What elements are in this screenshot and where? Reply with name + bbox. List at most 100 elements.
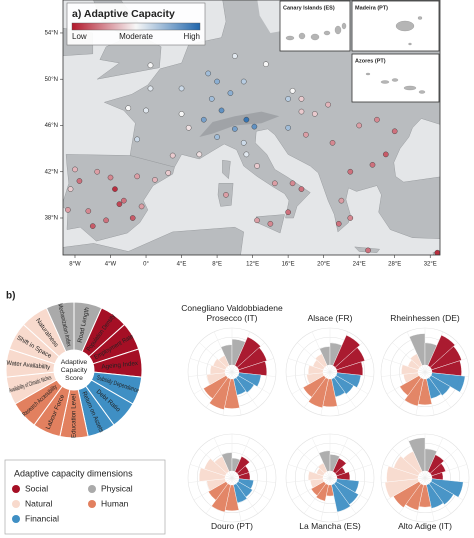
site-point: [232, 53, 238, 59]
site-point: [185, 124, 192, 131]
x-tick-label: 28°E: [388, 262, 401, 268]
x-tick-label: 8°E: [212, 262, 222, 268]
site-point: [285, 96, 291, 102]
legend-marker: [88, 500, 96, 508]
site-point: [347, 215, 354, 221]
legend-label: Natural: [25, 498, 53, 508]
site-point: [125, 105, 132, 111]
land: [222, 159, 231, 180]
colorbar-label: High: [184, 32, 200, 41]
site-point: [116, 201, 123, 207]
insets: Canary Islands (ES) Madeira (PT) Azores …: [279, 0, 440, 103]
indicator-wheel: Mechanization Index Road LengthPopulation…: [5, 301, 143, 439]
wheel-center-label: Capacity: [61, 367, 88, 374]
site-point: [254, 217, 260, 224]
y-tick-label: 38°N: [45, 216, 58, 222]
site-point: [311, 111, 318, 117]
site-point: [298, 186, 305, 192]
site-point: [103, 217, 109, 224]
site-point: [143, 107, 149, 114]
site-point: [251, 123, 258, 130]
site-point: [227, 90, 234, 96]
site-point: [72, 166, 78, 173]
site-point: [223, 192, 229, 198]
wheel-center-label: Score: [65, 375, 83, 382]
site-point: [325, 101, 331, 108]
inset-title: Canary Islands (ES): [283, 5, 335, 11]
wheel-label: Ageing Index: [101, 360, 139, 371]
site-point: [254, 163, 260, 169]
polar-bar: [403, 451, 423, 474]
site-point: [434, 249, 440, 255]
site-point: [138, 203, 145, 210]
site-point: [232, 126, 238, 132]
site-point: [298, 108, 305, 115]
x-tick-label: 20°E: [317, 262, 330, 268]
legend-marker: [12, 500, 20, 508]
x-tick-label: 12°E: [246, 262, 259, 268]
x-tick-label: 32°E: [424, 262, 437, 268]
islands: [285, 16, 426, 94]
mountains: [199, 111, 280, 137]
x-tick-label: 24°E: [353, 262, 366, 268]
land: [63, 226, 244, 255]
site-point: [196, 151, 203, 158]
colorbar-label: Low: [72, 32, 87, 41]
inset-title: Madeira (PT): [355, 5, 388, 11]
legend-title: Adaptive capacity dimensions: [14, 468, 133, 478]
colorbar: [71, 22, 201, 31]
map-legend: a) Adaptive Capacity Low Moderate High: [66, 2, 206, 46]
site-point: [147, 85, 154, 92]
site-point: [147, 62, 154, 69]
site-point: [329, 140, 336, 146]
site-point: [391, 128, 398, 135]
y-tick-label: 46°N: [45, 123, 58, 129]
site-point: [214, 134, 220, 140]
x-tick-label: 0°: [143, 262, 149, 268]
wheel-label: Education Level: [71, 394, 78, 438]
site-point: [240, 78, 247, 85]
site-point: [383, 151, 389, 158]
site-point: [178, 111, 185, 117]
wheel-label: Water Availability: [6, 360, 51, 372]
panel-label: b): [6, 291, 15, 302]
site-point: [347, 168, 354, 175]
site-point: [263, 61, 269, 67]
site-point: [107, 174, 114, 181]
site-point: [374, 116, 380, 123]
inset-title: Azores (PT): [355, 58, 386, 64]
site-point: [165, 170, 172, 176]
region-title: Conegliano Valdobbiadene Prosecco (IT): [181, 303, 283, 324]
polar-bar: [317, 462, 328, 474]
colorbar-label: Moderate: [119, 32, 153, 41]
y-tick-label: 54°N: [45, 31, 58, 37]
site-point: [129, 215, 136, 221]
site-point: [335, 220, 342, 227]
y-tick-label: 42°N: [45, 169, 58, 175]
site-point: [65, 207, 71, 213]
site-point: [121, 197, 127, 204]
x-tick-label: 4°W: [105, 262, 117, 268]
site-point: [369, 161, 376, 168]
site-point: [267, 220, 274, 227]
wheel-center-label: Adaptive: [61, 359, 88, 366]
legend-label: Financial: [25, 513, 59, 523]
site-point: [67, 186, 74, 192]
x-tick-label: 16°E: [282, 262, 295, 268]
site-point: [285, 124, 291, 131]
site-point: [285, 209, 291, 216]
legend-label: Human: [101, 498, 129, 508]
site-point: [178, 85, 185, 92]
region-title: Alto Adige (IT): [398, 521, 452, 531]
x-tick-label: 4°E: [177, 262, 187, 268]
site-point: [134, 173, 140, 180]
site-point: [218, 107, 225, 114]
dimension-legend: Adaptive capacity dimensions Social Physi…: [4, 459, 166, 535]
polar-bar: [314, 353, 328, 368]
site-point: [89, 223, 96, 229]
region-title: Alsace (FR): [307, 313, 353, 324]
site-point: [289, 87, 296, 94]
site-point: [94, 168, 100, 175]
site-point: [85, 208, 92, 214]
